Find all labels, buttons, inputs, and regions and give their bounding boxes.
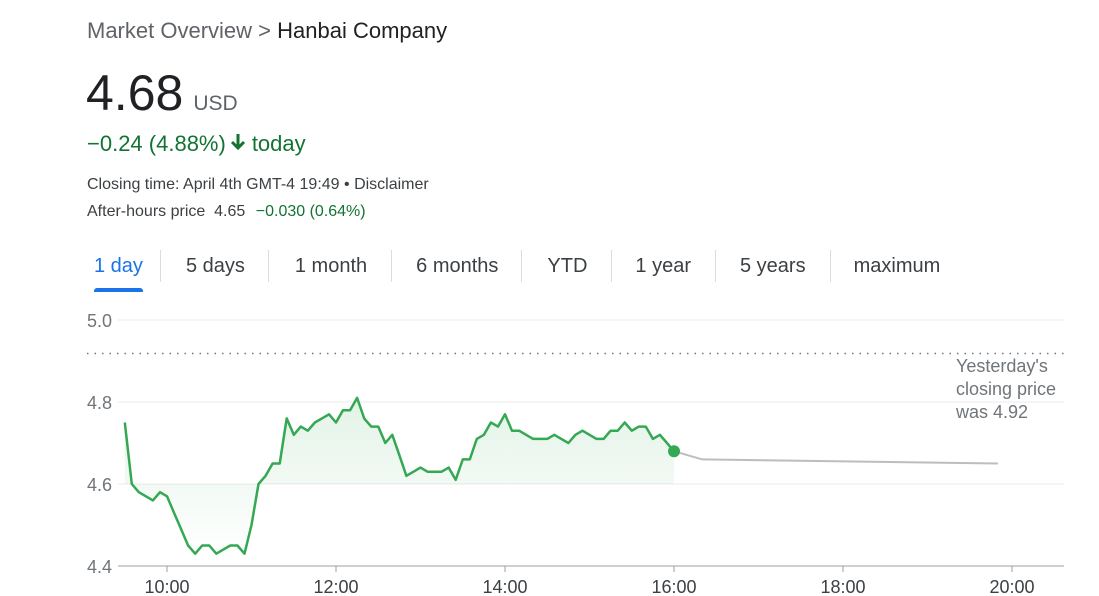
tab-divider xyxy=(159,250,161,282)
y-tick-label: 4.6 xyxy=(87,475,112,495)
closing-time: Closing time: April 4th GMT-4 19:49 xyxy=(87,176,340,193)
after-hours-line xyxy=(673,450,998,465)
breadcrumb: Market Overview > Hanbai Company xyxy=(87,18,447,44)
breadcrumb-parent-link[interactable]: Market Overview xyxy=(87,18,253,43)
previous-close-note-line: closing price xyxy=(956,379,1056,399)
previous-close-note: Yesterday's closing price was 4.92 xyxy=(955,356,1056,422)
y-tick-label: 4.4 xyxy=(87,557,112,577)
x-tick-label: 10:00 xyxy=(144,577,189,596)
disclaimer-link[interactable]: • Disclaimer xyxy=(344,176,429,193)
after-hours-row: After-hours price 4.65 −0.030 (0.64%) xyxy=(87,203,366,221)
after-hours-label: After-hours price xyxy=(87,203,206,220)
breadcrumb-current: Hanbai Company xyxy=(277,18,448,43)
currency-label: USD xyxy=(193,92,238,115)
price-change: −0.24 (4.88%) today xyxy=(87,131,306,157)
tab-divider xyxy=(715,250,716,282)
tab-ytd[interactable]: YTD xyxy=(547,254,588,277)
closing-time-row: Closing time: April 4th GMT-4 19:49 • Di… xyxy=(87,176,429,194)
tab-maximum[interactable]: maximum xyxy=(853,254,941,277)
price-row: 4.68 USD xyxy=(86,64,238,122)
after-hours-change: −0.030 (0.64%) xyxy=(255,203,366,220)
change-value: −0.24 (4.88%) xyxy=(87,131,226,156)
previous-close-note-line: Yesterday's xyxy=(956,356,1048,376)
x-tick-label: 18:00 xyxy=(820,577,865,596)
change-period: today xyxy=(251,131,306,156)
x-tick-label: 12:00 xyxy=(313,577,358,596)
x-tick-label: 16:00 xyxy=(651,577,696,596)
time-range-tabs: 1 day 5 days 1 month 6 months YTD 1 year… xyxy=(87,250,941,292)
previous-close-note-line: was 4.92 xyxy=(955,402,1028,422)
tab-divider xyxy=(829,250,831,282)
tab-divider xyxy=(611,250,613,282)
tab-1-day[interactable]: 1 day xyxy=(94,251,143,292)
y-tick-label: 5.0 xyxy=(87,311,112,331)
tab-1-month[interactable]: 1 month xyxy=(294,254,368,277)
tab-divider xyxy=(521,250,523,282)
x-tick-label: 20:00 xyxy=(989,577,1034,596)
price-line xyxy=(123,396,675,555)
current-price: 4.68 xyxy=(86,65,184,121)
tab-6-months[interactable]: 6 months xyxy=(416,254,499,277)
session-area-fill xyxy=(124,397,675,554)
arrow-down-icon xyxy=(230,131,246,157)
tab-5-years[interactable]: 5 years xyxy=(740,254,806,277)
tab-divider xyxy=(267,250,269,282)
after-hours-price: 4.65 xyxy=(214,203,246,220)
tab-1-year[interactable]: 1 year xyxy=(635,254,691,277)
x-tick-label: 14:00 xyxy=(482,577,527,596)
tab-divider xyxy=(391,250,393,282)
breadcrumb-separator: > xyxy=(258,18,272,43)
close-point xyxy=(668,445,680,458)
tab-5-days[interactable]: 5 days xyxy=(185,254,245,277)
y-tick-label: 4.8 xyxy=(87,393,112,413)
